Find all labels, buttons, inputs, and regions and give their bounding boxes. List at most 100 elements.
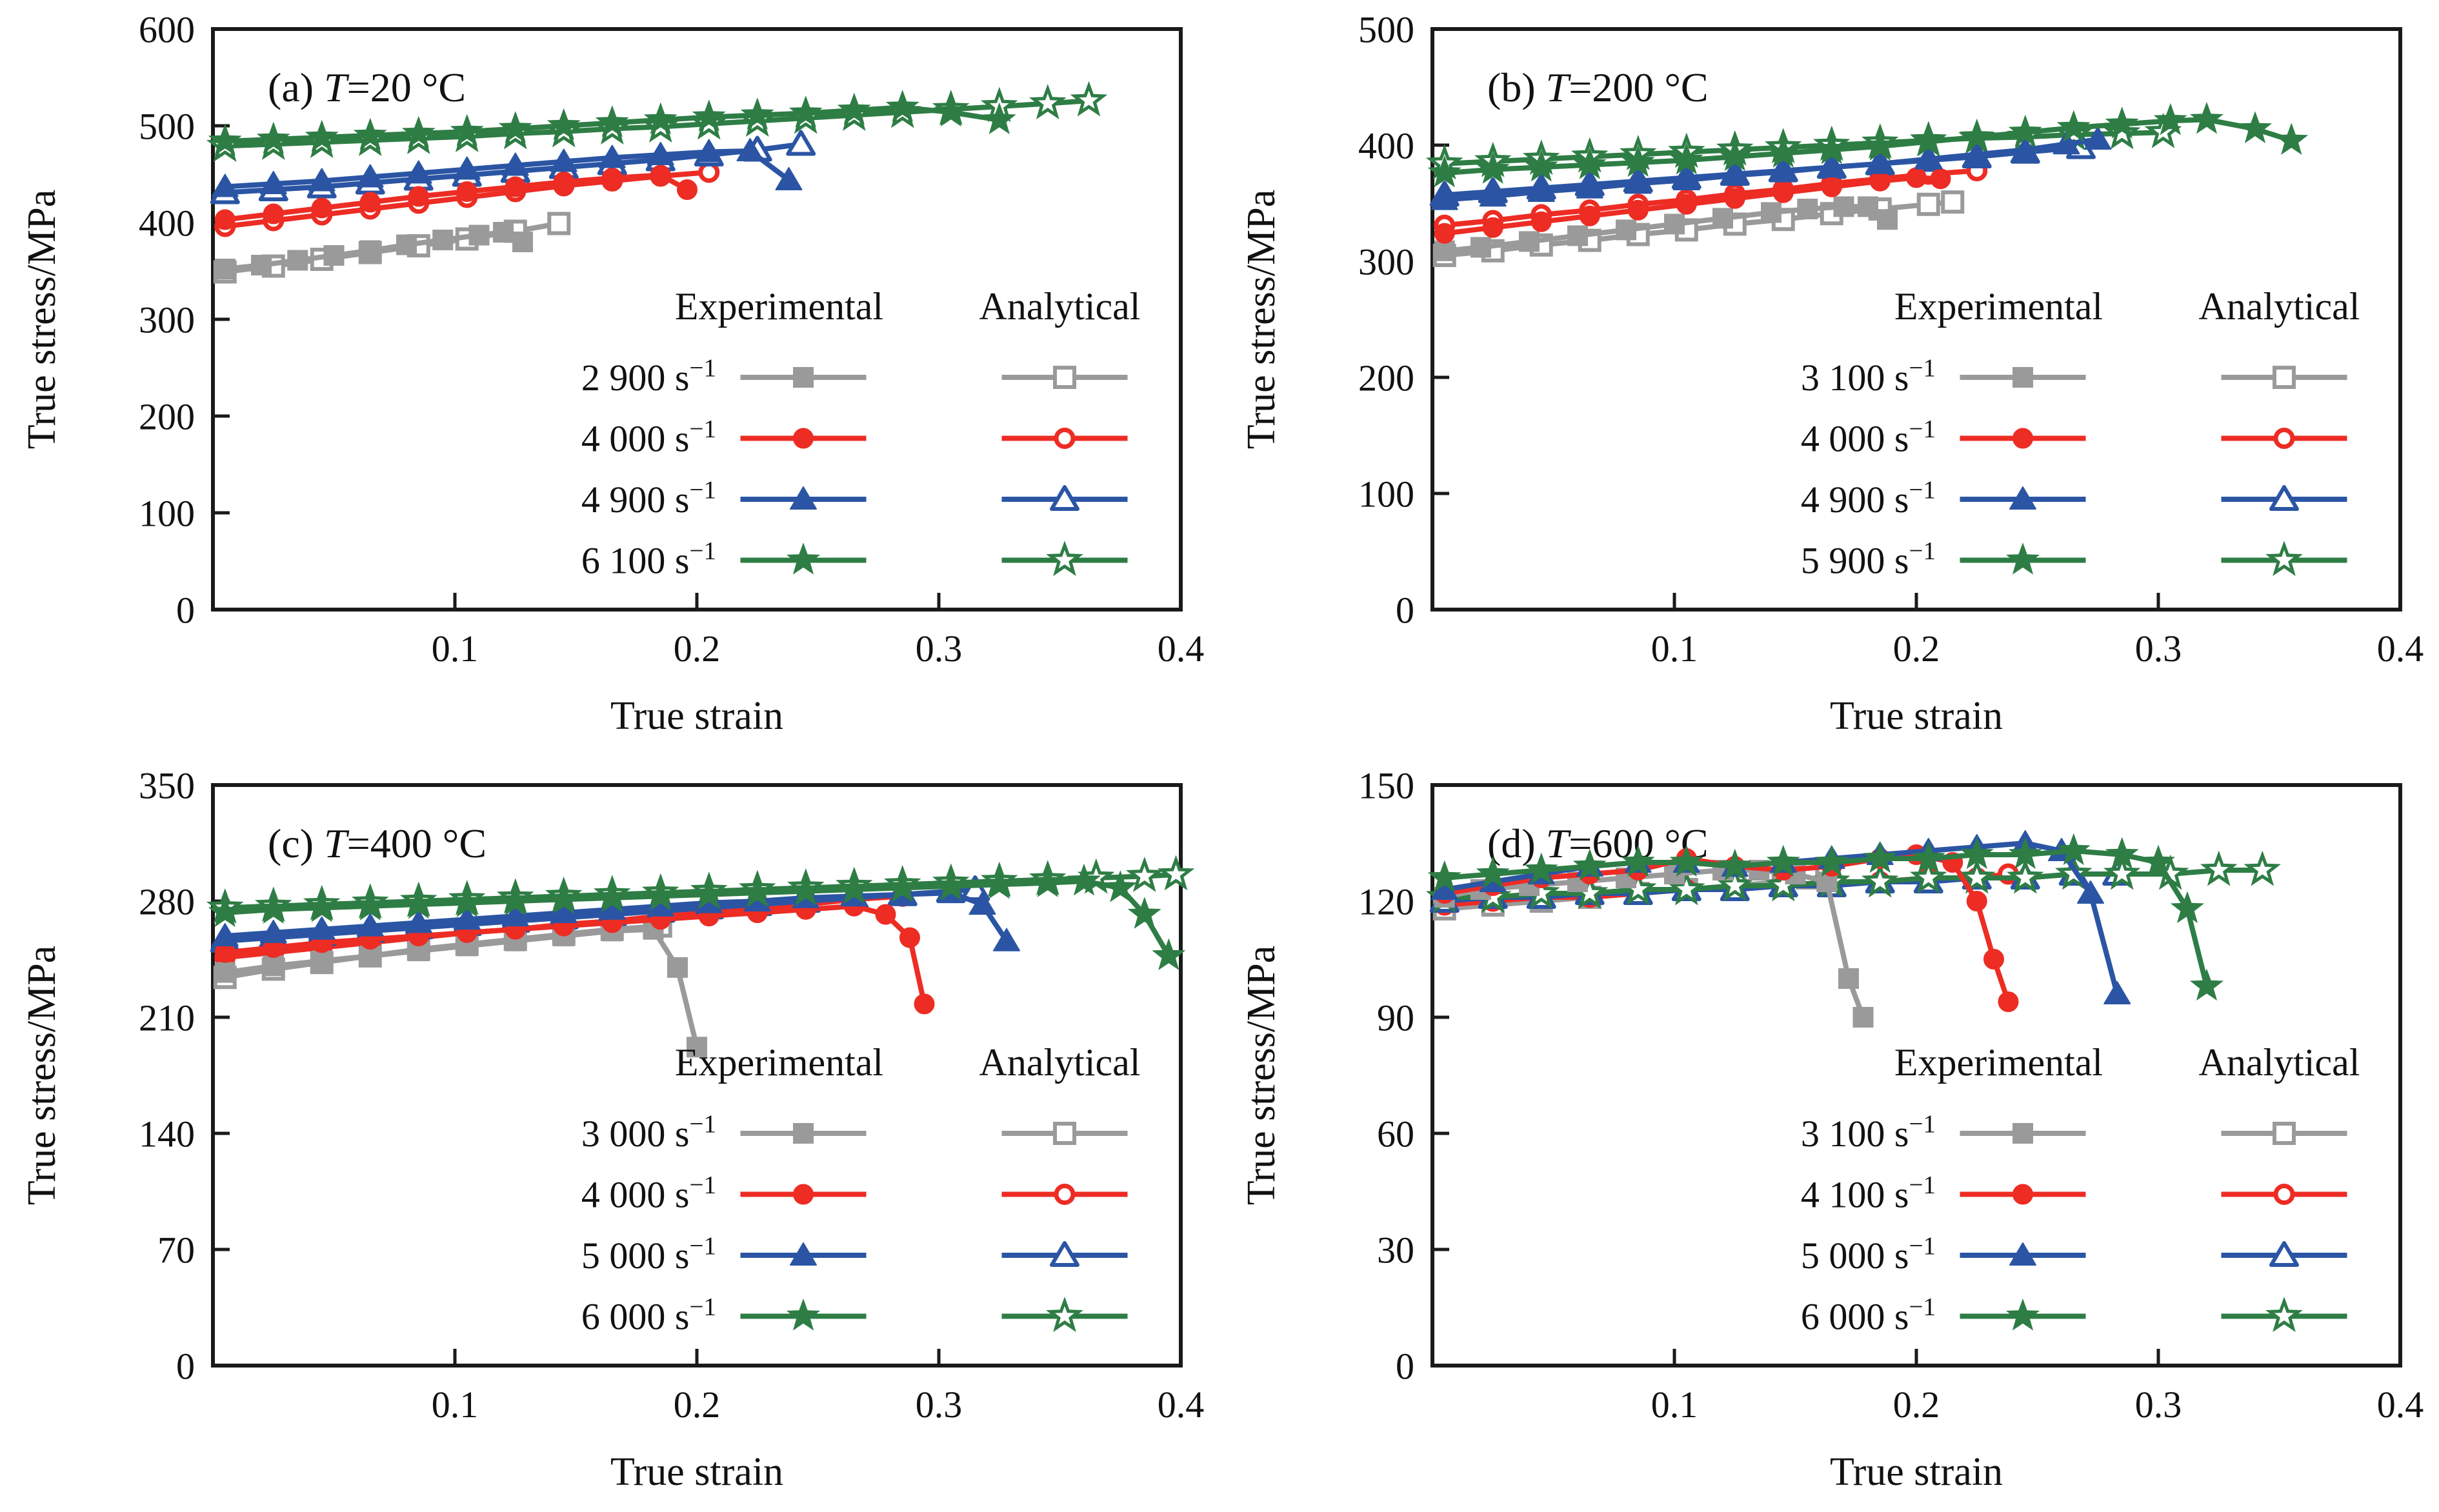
series-point-star-marker xyxy=(837,871,871,904)
x-axis-label: True strain xyxy=(610,1450,783,1494)
series-point-star-marker xyxy=(1960,837,1994,870)
legend-exp-star-marker xyxy=(2005,1298,2040,1331)
panel-a-x-axis: 0.1 0.2 0.3 0.4 xyxy=(432,593,1205,670)
series-point-circle-marker xyxy=(875,904,896,925)
series-point-square-marker xyxy=(432,230,454,250)
series-point-square-marker xyxy=(323,245,345,266)
legend-exp-triangle-marker xyxy=(790,1242,817,1266)
series-point-circle-marker xyxy=(601,168,623,188)
panel-b: 0 100 200 300 400 500 0.1 0.2 0.3 0.4 True strain T… xyxy=(1240,8,2424,738)
series-point-triangle-marker xyxy=(1866,150,1894,174)
panel-c: 0 70 140 210 280 350 0.1 0.2 0.3 0.4 True strain Tr… xyxy=(20,764,1205,1494)
series-point-star-marker xyxy=(885,90,919,122)
series-point-triangle-marker xyxy=(786,130,816,156)
series-point-star-marker xyxy=(450,885,484,917)
series-point-square-marker xyxy=(1833,196,1854,217)
legend-rate-label: 6 000 s−1 xyxy=(1801,1293,1936,1338)
x-tick-label: 0.4 xyxy=(1158,628,1205,670)
series-point-star-marker xyxy=(1814,132,1849,164)
panel-b-series-4-000-s-1-experimental xyxy=(1434,167,1951,244)
legend-exp-triangle-marker xyxy=(2009,1242,2036,1266)
legend-ana-triangle-marker xyxy=(1050,485,1079,511)
series-line xyxy=(1441,130,2166,166)
series-point-triangle-marker xyxy=(969,891,996,915)
panel-b-series-5-900-s-1-experimental xyxy=(1427,102,2309,188)
series-point-square-marker xyxy=(1664,214,1685,235)
series-point-square-marker xyxy=(667,957,688,978)
x-tick-label: 0.4 xyxy=(2377,628,2424,670)
legend-ana-circle-marker xyxy=(2273,1184,2295,1205)
series-point-star-marker xyxy=(1572,848,1607,881)
series-point-star-marker xyxy=(2006,858,2044,894)
legend-exp-triangle-marker xyxy=(790,486,817,510)
x-axis-label: True strain xyxy=(1830,694,2003,738)
series-point-triangle-marker xyxy=(1527,179,1555,202)
legend-exp-circle-marker xyxy=(793,428,814,449)
legend-rate-label: 5 000 s−1 xyxy=(581,1232,716,1277)
series-point-triangle-marker xyxy=(2011,137,2039,161)
y-tick-label: 300 xyxy=(139,299,195,341)
series-point-triangle-marker xyxy=(598,144,626,168)
x-tick-label: 0.4 xyxy=(1158,1384,1205,1426)
series-point-star-marker xyxy=(1669,143,1703,175)
legend-ana-triangle-marker xyxy=(2269,485,2299,511)
series-point-star-marker xyxy=(1524,852,1558,885)
x-tick-label: 0.3 xyxy=(2135,628,2182,670)
x-tick-label: 0.3 xyxy=(916,1384,963,1426)
series-point-circle-marker xyxy=(1724,188,1745,209)
series-point-square-marker xyxy=(214,259,236,279)
legend-exp-circle-marker xyxy=(2012,1184,2033,1205)
y-tick-label: 500 xyxy=(1358,8,1414,50)
series-point-circle-marker xyxy=(1434,223,1455,244)
series-point-square-marker xyxy=(311,950,332,971)
series-point-star-marker xyxy=(1911,124,1945,156)
series-point-star-marker xyxy=(1958,858,1996,894)
panel-d-x-axis: 0.1 0.2 0.3 0.4 xyxy=(1651,1349,2424,1426)
series-point-star-marker xyxy=(1863,841,1897,873)
y-tick-label: 90 xyxy=(1377,997,1414,1039)
series-point-triangle-marker xyxy=(1721,162,1749,186)
legend-exp-triangle-marker xyxy=(2009,486,2036,510)
series-point-star-marker xyxy=(1030,865,1065,897)
series-point-star-marker xyxy=(256,891,290,924)
panel-a-series-2-900-s-1-experimental xyxy=(214,222,533,279)
legend-exp-circle-marker xyxy=(2012,428,2033,449)
legend-exp-star-marker xyxy=(786,542,821,575)
legend-rate-label: 4 100 s−1 xyxy=(1801,1171,1936,1216)
series-point-star-marker xyxy=(1911,841,1945,873)
series-point-star-marker xyxy=(692,877,726,909)
series-point-triangle-marker xyxy=(405,910,432,933)
series-point-square-marker xyxy=(1616,219,1636,241)
legend-rate-label: 5 900 s−1 xyxy=(1801,537,1936,582)
series-point-square-marker xyxy=(1470,237,1491,258)
series-point-star-marker xyxy=(208,895,242,928)
series-point-square-marker xyxy=(1434,240,1455,261)
series-point-circle-marker xyxy=(505,176,526,197)
series-point-star-marker xyxy=(1427,860,1461,893)
series-point-star-marker xyxy=(2105,106,2139,139)
legend-rate-label: 4 900 s−1 xyxy=(1801,476,1936,521)
panel-b-series-5-900-s-1-analytical xyxy=(1425,112,2182,180)
legend-rate-label: 4 000 s−1 xyxy=(581,1171,716,1216)
series-line xyxy=(222,879,1172,959)
series-point-star-marker xyxy=(982,102,1016,135)
series-point-circle-marker xyxy=(1869,170,1891,192)
legend-exp-square-marker xyxy=(793,1123,814,1144)
x-tick-label: 0.1 xyxy=(432,628,479,670)
series-point-triangle-marker xyxy=(2103,981,2131,1004)
series-point-triangle-marker xyxy=(550,900,577,923)
y-tick-label: 0 xyxy=(176,1345,195,1387)
series-point-star-marker xyxy=(401,886,436,919)
panel-b-x-axis: 0.1 0.2 0.3 0.4 xyxy=(1651,593,2424,670)
series-point-star-marker xyxy=(1067,863,1101,896)
series-line xyxy=(222,230,525,272)
y-tick-label: 120 xyxy=(1358,880,1414,922)
legend-header-experimental: Experimental xyxy=(1894,1041,2103,1084)
legend-exp-star-marker xyxy=(786,1298,821,1331)
series-point-square-marker xyxy=(1916,192,1940,216)
series-point-star-marker xyxy=(498,111,532,143)
series-point-circle-marker xyxy=(214,209,236,230)
panel-a-series-4-900-s-1-experimental xyxy=(211,138,803,197)
series-point-triangle-marker xyxy=(1818,154,1845,178)
series-point-star-marker xyxy=(885,870,919,902)
